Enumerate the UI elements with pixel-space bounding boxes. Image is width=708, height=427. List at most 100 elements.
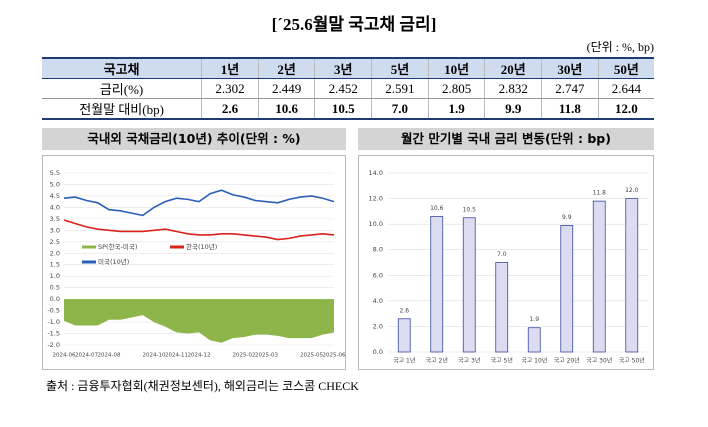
- legend-swatch: [82, 260, 96, 264]
- value-label: 9.9: [562, 214, 572, 221]
- x-tick-label: 국고 50년: [619, 357, 645, 365]
- cell: 2.449: [257, 78, 315, 99]
- cell: 2.6: [201, 98, 259, 120]
- y-tick-label: 3.5: [50, 215, 60, 223]
- cell: 2.452: [314, 78, 372, 99]
- cell: 2.805: [427, 78, 485, 99]
- cell: 1년: [201, 57, 259, 79]
- x-tick-label: 2024-08: [98, 353, 121, 359]
- line: [63, 189, 335, 217]
- cell: 2년: [257, 57, 315, 79]
- bar-chart: 0.0 2.0 4.0 6.0 8.0 10.0 12.0 14.0 2.6 국고 1년 10.6 국…: [358, 155, 654, 370]
- legend-label: SP(한국-미국): [98, 242, 137, 251]
- bar: [430, 216, 444, 353]
- x-tick-label: 국고 20년: [554, 357, 580, 365]
- bar: [592, 200, 606, 353]
- y-tick-label: 2.0: [50, 249, 60, 257]
- x-tick-label: 국고 3년: [458, 357, 480, 365]
- line-chart: -2.0 -1.5 -1.0 -0.5 0.0 0.5 1.0 1.5 2.0 2.5 3.0 3.5…: [42, 155, 346, 370]
- cell: 2.302: [201, 78, 259, 99]
- table-row: 국고채 1년 2년 3년 5년 10년 20년 30년 50년: [42, 57, 654, 79]
- cell: 국고채: [42, 57, 202, 79]
- y-tick-label: -0.5: [47, 307, 60, 315]
- legend-swatch: [82, 245, 96, 249]
- cell: 2.644: [597, 78, 654, 99]
- y-tick-label: -1.0: [47, 318, 60, 326]
- cell: 1.9: [427, 98, 485, 120]
- y-tick-label: 2.0: [373, 322, 383, 330]
- cell: 전월말 대비(bp): [42, 98, 202, 120]
- value-label: 10.5: [463, 206, 477, 213]
- x-tick-label: 2025-05: [300, 353, 323, 359]
- source: 출처 : 금융투자협회(채권정보센터), 해외금리는 코스콤 CHECK: [46, 379, 359, 393]
- bar: [560, 225, 574, 353]
- cell: 50년: [597, 57, 654, 79]
- value-label: 11.8: [593, 190, 607, 197]
- x-tick-label: 2024-12: [188, 353, 211, 359]
- legend-label: 미국(10년): [98, 257, 129, 266]
- cell: 금리(%): [42, 78, 202, 99]
- y-tick-label: 0.5: [50, 284, 60, 292]
- bar: [625, 198, 639, 353]
- legend-swatch: [170, 245, 184, 249]
- y-tick-label: 12.0: [369, 195, 383, 203]
- x-tick-label: 2025-02: [233, 353, 256, 359]
- cell: 3년: [314, 57, 372, 79]
- y-tick-label: 5.5: [50, 169, 60, 177]
- value-label: 10.6: [430, 205, 444, 212]
- cell: 30년: [541, 57, 599, 79]
- value-label: 1.9: [529, 316, 539, 323]
- y-tick-label: 1.5: [50, 261, 60, 269]
- cell: 10년: [427, 57, 485, 79]
- cell: 7.0: [371, 98, 429, 120]
- x-tick-label: 국고 30년: [586, 357, 612, 365]
- cell: 10.5: [314, 98, 372, 120]
- x-tick-label: 2024-06: [53, 353, 76, 359]
- y-tick-label: -1.5: [47, 330, 60, 338]
- panel-header: 국내외 국채금리(10년) 추이(단위 : %): [42, 128, 346, 150]
- y-tick-label: 0.0: [50, 295, 60, 303]
- bar: [462, 217, 476, 353]
- cell: 9.9: [484, 98, 542, 120]
- y-tick-label: 2.5: [50, 238, 60, 246]
- y-tick-label: 6.0: [373, 271, 383, 279]
- y-tick-label: 4.0: [373, 297, 383, 305]
- x-tick-label: 국고 10년: [521, 357, 547, 365]
- y-tick-label: 8.0: [373, 246, 383, 254]
- cell: 10.6: [257, 98, 315, 120]
- x-tick-label: 2025-06: [323, 353, 346, 359]
- y-tick-label: 1.0: [50, 272, 60, 280]
- value-label: 2.6: [399, 307, 409, 314]
- y-tick-label: 0.0: [373, 348, 383, 356]
- y-tick-label: 4.0: [50, 203, 60, 211]
- x-tick-label: 2025-03: [255, 353, 278, 359]
- title: [´25.6월말 국고채 금리]: [271, 15, 437, 34]
- y-tick-label: 3.0: [50, 226, 60, 234]
- line: [63, 219, 335, 241]
- cell: 5년: [371, 57, 429, 79]
- rate-table: 국고채 1년 2년 3년 5년 10년 20년 30년 50년 금리(%) 2.302 2.449 2.…: [42, 57, 654, 120]
- x-tick-label: 국고 2년: [426, 357, 448, 365]
- y-tick-label: 5.0: [50, 180, 60, 188]
- value-label: 12.0: [625, 187, 639, 194]
- legend-label: 한국(10년): [186, 242, 217, 251]
- table-row: 전월말 대비(bp) 2.6 10.6 10.5 7.0 1.9 9.9 11.8 12.0: [42, 98, 654, 120]
- table-row: 금리(%) 2.302 2.449 2.452 2.591 2.805 2.832 2.747…: [42, 78, 654, 99]
- cell: 2.591: [371, 78, 429, 99]
- x-tick-label: 국고 5년: [491, 357, 513, 365]
- bar: [495, 262, 509, 353]
- cell: 2.747: [541, 78, 599, 99]
- cell: 12.0: [597, 98, 654, 120]
- x-tick-label: 국고 1년: [393, 357, 415, 365]
- x-tick-label: 2024-10: [143, 353, 166, 359]
- y-tick-label: -2.0: [47, 341, 60, 349]
- cell: 2.832: [484, 78, 542, 99]
- cell: 11.8: [541, 98, 599, 120]
- x-tick-label: 2024-07: [75, 353, 98, 359]
- panel-header: 월간 만기별 국내 금리 변동(단위 : bp): [358, 128, 654, 150]
- bar: [527, 327, 541, 353]
- x-tick-label: 2024-11: [165, 353, 188, 359]
- bar: [397, 318, 411, 353]
- y-tick-label: 4.5: [50, 192, 60, 200]
